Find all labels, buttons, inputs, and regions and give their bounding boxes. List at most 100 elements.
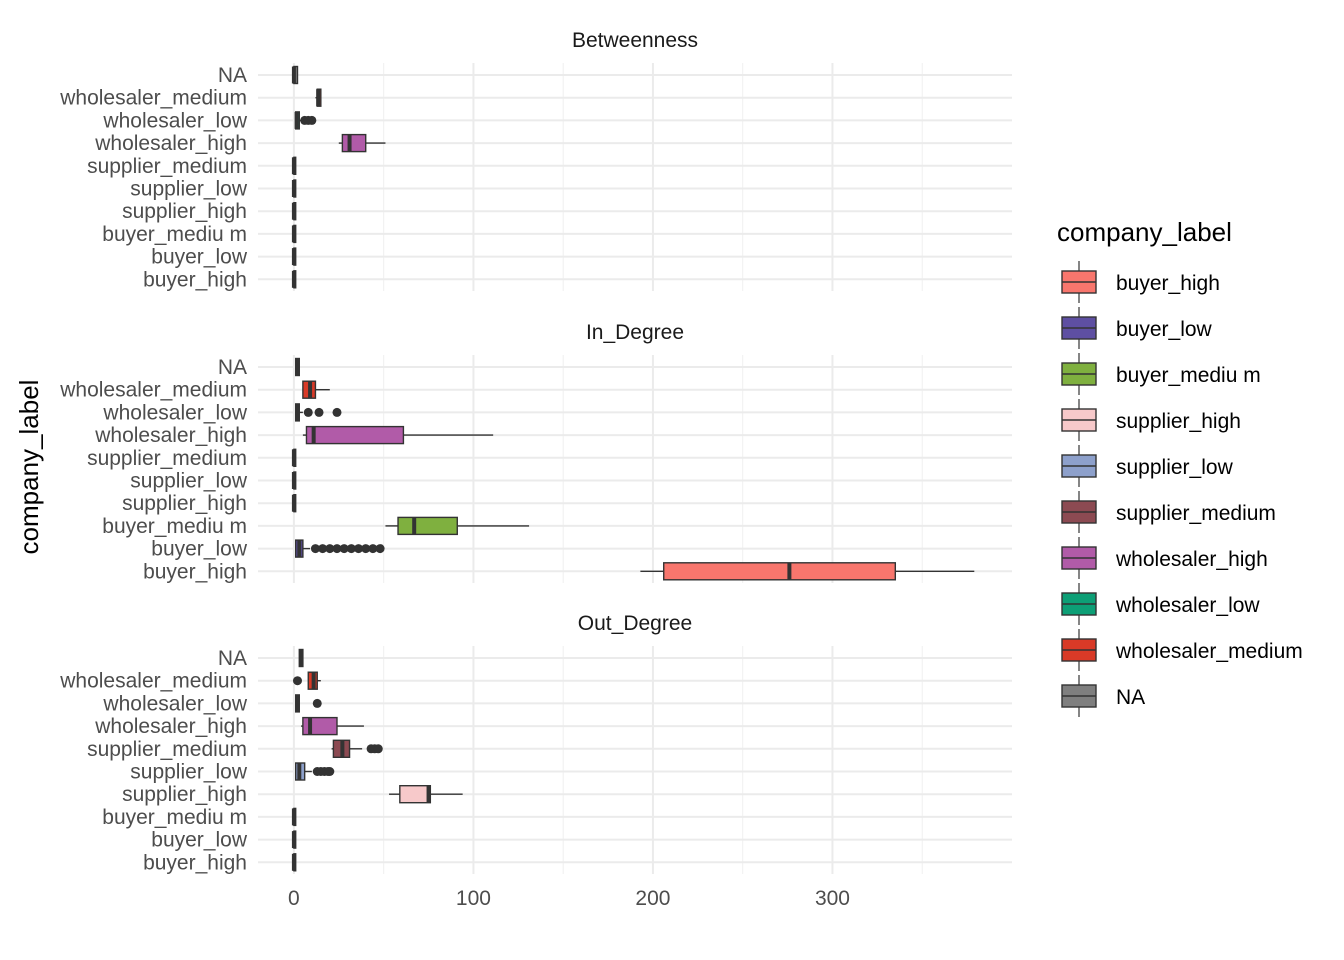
x-tick-label: 0 — [288, 887, 300, 910]
legend-label: buyer_low — [1116, 318, 1213, 341]
category-label: supplier_medium — [87, 447, 247, 470]
category-label: supplier_low — [130, 761, 248, 784]
box-buyer-low — [291, 830, 297, 849]
box-wholesaler-medium — [315, 88, 322, 107]
facet-title: Out_Degree — [578, 612, 692, 635]
legend-item: wholesaler_low — [1061, 583, 1260, 625]
box-supplier-medium — [331, 739, 383, 758]
box-wholesaler-medium — [302, 380, 330, 399]
category-label: supplier_medium — [87, 738, 247, 761]
category-label: buyer_high — [143, 560, 247, 583]
legend-label: supplier_high — [1116, 410, 1241, 433]
outlier-point — [303, 407, 313, 417]
outlier-point — [325, 767, 335, 776]
facet-panel-in-degree: In_Degree NAwholesaler_mediumwholesaler_l… — [59, 321, 1012, 583]
box-buyer-high — [291, 853, 297, 872]
legend-item: buyer_low — [1061, 307, 1213, 349]
category-label: buyer_low — [151, 246, 248, 269]
outlier-point — [346, 544, 356, 554]
legend-item: wholesaler_high — [1061, 537, 1268, 579]
box-NA — [298, 648, 304, 668]
category-label: supplier_high — [122, 200, 247, 223]
box-buyer-medium — [385, 516, 530, 536]
box-buyer-high — [640, 562, 975, 581]
category-label: wholesaler_medium — [59, 87, 247, 110]
outlier-point — [314, 407, 324, 417]
category-label: supplier_low — [130, 178, 248, 201]
box-wholesaler-medium — [292, 671, 321, 690]
box-buyer-low — [295, 539, 385, 558]
category-label: buyer_mediu m — [102, 806, 247, 829]
box-wholesaler-low — [295, 403, 342, 422]
legend-item: buyer_high — [1061, 261, 1220, 303]
category-label: buyer_high — [143, 268, 247, 291]
legend: company_label buyer_high buyer_low buyer_me… — [1057, 217, 1303, 717]
box-NA — [291, 65, 299, 85]
category-label: buyer_low — [151, 829, 248, 852]
outlier-point — [375, 544, 385, 554]
box-wholesaler-high — [302, 425, 494, 445]
box-body — [663, 562, 897, 581]
legend-label: wholesaler_low — [1115, 594, 1260, 617]
outlier-point — [354, 544, 364, 554]
legend-item: NA — [1061, 675, 1145, 717]
outlier-point — [292, 676, 302, 686]
category-label: buyer_mediu m — [102, 515, 247, 538]
legend-item: supplier_high — [1061, 399, 1241, 441]
legend-label: supplier_medium — [1116, 502, 1276, 525]
outlier-point — [332, 407, 342, 417]
category-label: wholesaler_high — [94, 715, 247, 738]
box-body — [341, 133, 367, 153]
category-label: buyer_high — [143, 851, 247, 874]
category-label: supplier_medium — [87, 155, 247, 178]
outlier-point — [361, 544, 371, 554]
outlier-point — [312, 698, 322, 708]
x-tick-label: 200 — [635, 887, 670, 910]
outlier-point — [373, 744, 383, 754]
box-wholesaler-low — [294, 111, 317, 130]
legend-item: supplier_medium — [1061, 491, 1276, 533]
legend-label: wholesaler_high — [1115, 548, 1268, 571]
outlier-point — [339, 544, 349, 554]
legend-label: buyer_high — [1116, 272, 1220, 295]
box-supplier-high — [291, 201, 297, 221]
box-buyer-medium — [291, 224, 297, 244]
category-label: wholesaler_medium — [59, 379, 247, 402]
category-label: wholesaler_high — [94, 424, 247, 447]
legend-title: company_label — [1057, 217, 1232, 247]
facet-panel-betweenness: BetweennessNAwholesaler_mediumwholesaler… — [59, 29, 1012, 291]
category-label: wholesaler_low — [102, 692, 247, 715]
outlier-point — [325, 544, 335, 554]
legend-item: supplier_low — [1061, 445, 1234, 487]
y-axis-title: company_label — [14, 380, 44, 555]
box-body — [302, 716, 338, 736]
outlier-point — [307, 115, 317, 125]
box-buyer-low — [291, 247, 297, 266]
box-buyer-high — [291, 270, 297, 289]
legend-label: supplier_low — [1116, 456, 1234, 479]
box-supplier-medium — [291, 156, 297, 176]
box-wholesaler-high — [301, 716, 364, 736]
category-label: supplier_low — [130, 470, 248, 493]
legend-label: NA — [1116, 686, 1145, 709]
box-supplier-low — [295, 762, 335, 781]
box-body — [399, 785, 432, 804]
box-supplier-high — [389, 785, 463, 804]
category-label: supplier_high — [122, 492, 247, 515]
box-supplier-medium — [291, 448, 297, 467]
box-NA — [295, 357, 300, 377]
box-supplier-low — [291, 179, 297, 198]
legend-label: buyer_mediu m — [1116, 364, 1261, 387]
box-supplier-low — [291, 471, 297, 490]
box-body — [397, 516, 458, 536]
category-label: wholesaler_medium — [59, 670, 247, 693]
outlier-point — [318, 544, 328, 554]
category-label: supplier_high — [122, 783, 247, 806]
outlier-point — [310, 544, 320, 554]
facet-title: In_Degree — [586, 321, 684, 344]
box-supplier-high — [291, 494, 297, 513]
box-body — [305, 425, 405, 445]
facet-title: Betweenness — [572, 29, 698, 52]
category-label: NA — [218, 64, 247, 87]
